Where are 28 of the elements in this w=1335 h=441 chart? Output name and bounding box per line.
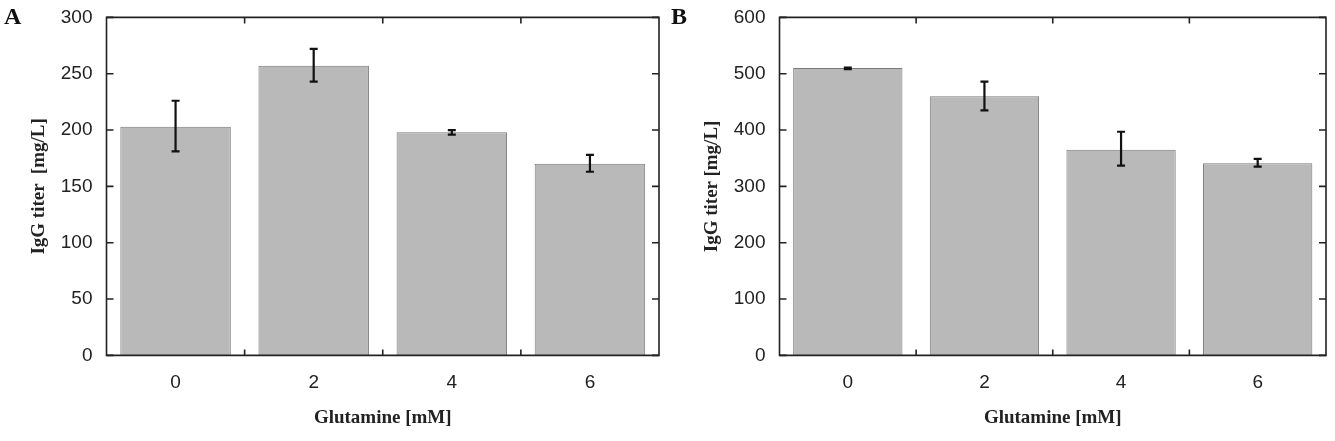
y-tick-label: 600 — [733, 5, 766, 27]
x-tick-label: 0 — [170, 371, 181, 393]
y-tick-label: 200 — [733, 230, 766, 252]
y-tick-label: 0 — [81, 343, 93, 365]
x-tick-label: 0 — [842, 371, 854, 393]
x-tick-label: 6 — [1252, 371, 1263, 393]
y-tick-label: 250 — [60, 61, 93, 83]
y-tick-label: 100 — [60, 230, 93, 252]
y-tick-label: 50 — [71, 287, 93, 309]
y-tick-label: 200 — [60, 118, 93, 140]
y-tick-label: 0 — [754, 343, 766, 365]
x-tick-label: 2 — [308, 371, 319, 393]
y-tick-label: 400 — [733, 118, 766, 140]
x-tick-label: 4 — [1115, 371, 1127, 393]
x-tick-label: 4 — [446, 371, 458, 393]
y-axis-title: IgG titer [mg/L] — [700, 120, 722, 253]
x-tick-label: 6 — [584, 371, 596, 393]
x-axis-title: Glutamine [mM] — [313, 405, 452, 427]
chart-title: B — [671, 3, 688, 30]
y-tick-label: 100 — [733, 287, 766, 309]
y-tick-label: 300 — [733, 174, 766, 196]
y-tick-label: 300 — [60, 5, 93, 27]
x-tick-label: 2 — [979, 371, 990, 393]
chart-title: A — [4, 3, 22, 30]
y-tick-label: 150 — [60, 174, 93, 196]
y-axis-title: IgG titer [mg/L] — [27, 118, 49, 255]
x-axis-title: Glutamine [mM] — [983, 405, 1122, 427]
y-tick-label: 500 — [733, 61, 766, 83]
